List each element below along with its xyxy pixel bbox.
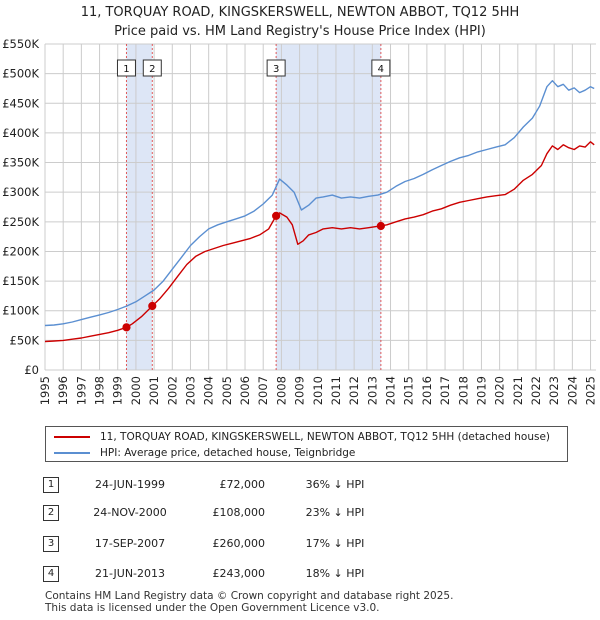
x-tick-label: 2018 bbox=[456, 376, 470, 405]
y-tick-label: £550K bbox=[2, 37, 39, 51]
footer-licence: This data is licensed under the Open Gov… bbox=[45, 602, 380, 614]
y-tick-label: £0 bbox=[24, 363, 39, 377]
sale-point-marker bbox=[376, 221, 385, 231]
y-tick-label: £200K bbox=[2, 244, 39, 258]
x-tick-label: 2016 bbox=[420, 376, 434, 405]
x-tick-label: 1996 bbox=[56, 376, 70, 405]
y-tick-label: £350K bbox=[2, 156, 39, 170]
sale-label-box bbox=[371, 59, 391, 77]
sale-markers bbox=[122, 211, 385, 332]
transaction-date: 24-NOV-2000 bbox=[93, 506, 167, 519]
transaction-date: 17-SEP-2007 bbox=[94, 537, 166, 550]
x-tick-label: 2001 bbox=[147, 376, 161, 405]
sale-label-number: 2 bbox=[149, 64, 155, 75]
x-tick-label: 1999 bbox=[111, 376, 125, 405]
sale-label-number: 3 bbox=[273, 64, 279, 75]
x-tick-label: 2024 bbox=[565, 376, 579, 405]
x-tick-label: 2003 bbox=[183, 376, 197, 405]
sale-vertical-lines: 1 2 3 4 bbox=[116, 44, 391, 370]
x-tick-label: 2022 bbox=[529, 376, 543, 405]
chart-title: 11, TORQUAY ROAD, KINGSKERSWELL, NEWTON … bbox=[0, 0, 600, 41]
sale-label-box bbox=[142, 59, 162, 77]
transaction-number: 2 bbox=[43, 505, 59, 521]
x-tick-label: 1997 bbox=[74, 376, 88, 405]
x-tick-label: 2013 bbox=[365, 376, 379, 405]
x-tick-label: 2015 bbox=[402, 376, 416, 405]
series-lines bbox=[44, 79, 595, 343]
transaction-date: 21-JUN-2013 bbox=[94, 567, 166, 580]
x-tick-label: 2005 bbox=[220, 376, 234, 405]
sale-label-number: 4 bbox=[378, 64, 384, 75]
transaction-price: £72,000 bbox=[219, 478, 266, 491]
transaction-hpi-diff: 18% ↓ HPI bbox=[305, 567, 365, 580]
title-line-subtitle: Price paid vs. HM Land Registry's House … bbox=[114, 24, 486, 39]
x-tick-label: 2023 bbox=[547, 376, 561, 405]
y-tick-label: £100K bbox=[2, 304, 39, 318]
property-price-line bbox=[44, 141, 595, 343]
legend-item-hpi: HPI: Average price, detached house, Teig… bbox=[46, 445, 355, 461]
transaction-row: 1 24-JUN-1999 £72,000 36% ↓ HPI bbox=[0, 476, 600, 496]
x-tick-label: 2006 bbox=[238, 376, 252, 405]
sale-label-box bbox=[116, 59, 136, 77]
x-tick-label: 2010 bbox=[311, 376, 325, 405]
y-tick-label: £250K bbox=[2, 215, 39, 229]
x-tick-label: 2007 bbox=[256, 376, 270, 405]
transaction-number: 3 bbox=[43, 536, 59, 552]
transaction-row: 2 24-NOV-2000 £108,000 23% ↓ HPI bbox=[0, 504, 600, 524]
footer-notice: Contains HM Land Registry data © Crown c… bbox=[45, 590, 453, 614]
y-tick-label: £400K bbox=[2, 126, 39, 140]
shaded-period bbox=[126, 44, 153, 370]
y-tick-label: £50K bbox=[10, 333, 40, 347]
hpi-line bbox=[44, 79, 595, 327]
y-tick-label: £450K bbox=[2, 96, 39, 110]
price-chart: £0 £50K £100K £150K £200K £250K £300K £350K £400… bbox=[2, 37, 597, 405]
x-tick-label: 2025 bbox=[584, 376, 598, 405]
footer-copyright: Contains HM Land Registry data © Crown c… bbox=[45, 590, 454, 602]
transaction-price: £243,000 bbox=[212, 567, 266, 580]
x-tick-label: 1995 bbox=[38, 376, 52, 405]
legend-label-property: 11, TORQUAY ROAD, KINGSKERSWELL, NEWTON … bbox=[100, 431, 551, 443]
x-tick-label: 1998 bbox=[93, 376, 107, 405]
title-line-address: 11, TORQUAY ROAD, KINGSKERSWELL, NEWTON … bbox=[80, 5, 520, 20]
x-tick-label: 2014 bbox=[384, 376, 398, 405]
sale-point-marker bbox=[122, 323, 131, 332]
x-tick-label: 2017 bbox=[438, 376, 452, 405]
transaction-row: 4 21-JUN-2013 £243,000 18% ↓ HPI bbox=[0, 565, 600, 585]
transaction-price: £260,000 bbox=[212, 537, 266, 550]
x-tick-label: 2002 bbox=[165, 376, 179, 405]
legend-swatch-hpi bbox=[54, 452, 90, 454]
transaction-hpi-diff: 17% ↓ HPI bbox=[305, 537, 365, 550]
axis-ticks: £0 £50K £100K £150K £200K £250K £300K £350K £400… bbox=[2, 37, 597, 405]
y-tick-label: £500K bbox=[2, 67, 39, 81]
transaction-row: 3 17-SEP-2007 £260,000 17% ↓ HPI bbox=[0, 535, 600, 555]
transaction-number: 4 bbox=[43, 566, 59, 582]
sale-label-number: 1 bbox=[123, 64, 129, 75]
x-tick-label: 2004 bbox=[202, 376, 216, 405]
transaction-price: £108,000 bbox=[212, 506, 266, 519]
sale-label-box bbox=[266, 59, 286, 77]
y-tick-label: £300K bbox=[2, 185, 39, 199]
legend-item-property: 11, TORQUAY ROAD, KINGSKERSWELL, NEWTON … bbox=[46, 429, 550, 445]
transaction-hpi-diff: 23% ↓ HPI bbox=[305, 506, 365, 519]
transaction-date: 24-JUN-1999 bbox=[94, 478, 166, 491]
shaded-period bbox=[276, 44, 381, 370]
chart-legend: 11, TORQUAY ROAD, KINGSKERSWELL, NEWTON … bbox=[45, 426, 568, 462]
x-tick-label: 2011 bbox=[329, 376, 343, 405]
x-tick-label: 2008 bbox=[274, 376, 288, 405]
transaction-hpi-diff: 36% ↓ HPI bbox=[305, 478, 365, 491]
x-tick-label: 2020 bbox=[493, 376, 507, 405]
shaded-periods bbox=[126, 44, 381, 370]
x-tick-label: 2000 bbox=[129, 376, 143, 405]
transaction-number: 1 bbox=[43, 477, 59, 493]
y-tick-label: £150K bbox=[2, 274, 39, 288]
x-tick-label: 2012 bbox=[347, 376, 361, 405]
x-tick-label: 2021 bbox=[511, 376, 525, 405]
x-tick-label: 2009 bbox=[293, 376, 307, 405]
x-tick-label: 2019 bbox=[474, 376, 488, 405]
legend-swatch-property bbox=[54, 436, 90, 438]
sale-point-marker bbox=[272, 211, 281, 220]
sale-point-marker bbox=[148, 301, 157, 311]
legend-label-hpi: HPI: Average price, detached house, Teig… bbox=[100, 447, 356, 459]
